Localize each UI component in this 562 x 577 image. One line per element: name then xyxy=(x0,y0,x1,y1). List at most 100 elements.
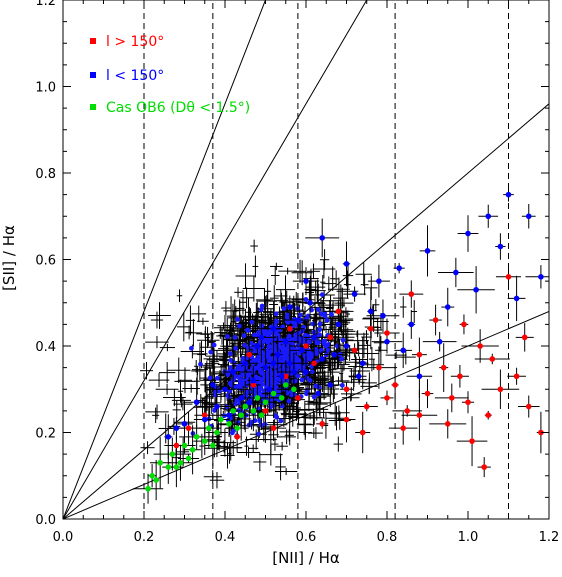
cloud-point xyxy=(256,330,262,336)
cloud-point xyxy=(329,312,334,317)
point-s2-p7 xyxy=(189,447,196,453)
cloud-point xyxy=(265,351,271,357)
cloud-point xyxy=(266,344,272,350)
point-s0-p1 xyxy=(327,334,334,341)
cloud-point xyxy=(274,319,279,324)
cloud-point xyxy=(323,343,329,349)
point-s1-p23 xyxy=(343,343,350,349)
ratio-line-2 xyxy=(63,103,549,519)
legend-marker-l-lt-150 xyxy=(90,72,96,78)
point-s1-p17 xyxy=(303,369,309,375)
point-s2-p5 xyxy=(177,459,184,466)
point-s1-p5 xyxy=(250,377,257,384)
point-s2-p17 xyxy=(250,408,257,414)
point-s0-p6 xyxy=(384,330,390,336)
point-s0-p22 xyxy=(295,395,301,401)
point-s0-p48 xyxy=(234,434,240,440)
cloud-point xyxy=(231,376,237,381)
point-s2-p4 xyxy=(169,451,176,457)
point-s0-p0 xyxy=(311,360,317,367)
point-s0-p37 xyxy=(449,395,455,401)
plot-area xyxy=(63,0,549,519)
point-s0-p45 xyxy=(185,425,192,431)
point-s2-p27 xyxy=(210,442,216,449)
point-s1-p59 xyxy=(436,338,443,345)
point-s1-p26 xyxy=(368,308,374,315)
cloud-point xyxy=(319,311,325,317)
cloud-point xyxy=(260,350,266,356)
point-s1-p7 xyxy=(262,364,269,371)
reference-lines xyxy=(63,0,549,519)
cloud-point xyxy=(293,322,299,328)
point-s2-p19 xyxy=(262,399,269,406)
cloud-point xyxy=(214,375,220,381)
point-s0-p33 xyxy=(270,425,277,431)
point-s1-p12 xyxy=(282,338,289,345)
point-s0-p29 xyxy=(469,438,475,444)
point-s1-p11 xyxy=(278,373,285,380)
cloud-point xyxy=(207,375,213,381)
point-s0-p7 xyxy=(392,382,398,388)
cloud-point xyxy=(225,372,231,378)
point-s2-p22 xyxy=(282,382,289,388)
cloud-point xyxy=(277,327,283,333)
point-s1-p13 xyxy=(287,360,293,367)
point-s1-p49 xyxy=(246,399,253,406)
cloud-point xyxy=(293,332,298,338)
point-s1-p6 xyxy=(254,343,261,349)
point-s0-p4 xyxy=(363,403,370,410)
point-s1-p38 xyxy=(513,295,520,302)
cloud-point xyxy=(311,394,317,400)
x-tick-label: 0.6 xyxy=(296,530,317,545)
point-s1-p21 xyxy=(327,382,334,388)
cloud-point xyxy=(306,339,312,345)
cloud-point xyxy=(289,337,295,343)
cloud-point xyxy=(325,347,331,353)
cloud-point xyxy=(305,313,311,319)
point-s1-p58 xyxy=(400,347,407,354)
point-s0-p39 xyxy=(521,334,528,341)
cloud-point xyxy=(249,319,255,325)
cloud-point xyxy=(198,361,203,367)
cloud-point xyxy=(268,378,274,384)
point-s1-p10 xyxy=(274,351,281,358)
cloud-point xyxy=(322,338,328,344)
y-tick-label: 1.0 xyxy=(35,81,56,96)
point-s2-p9 xyxy=(201,438,208,444)
legend-marker-l-gt-150 xyxy=(90,38,96,44)
point-s0-p41 xyxy=(343,416,350,423)
point-s2-p13 xyxy=(226,421,232,427)
legend-marker-cas-ob6 xyxy=(90,104,96,110)
point-s1-p24 xyxy=(351,291,358,297)
point-s1-p8 xyxy=(266,386,273,393)
density-cloud xyxy=(139,239,418,489)
point-s0-p49 xyxy=(246,351,253,358)
cloud-point xyxy=(262,331,268,337)
legend-label-l-gt-150: l > 150° xyxy=(106,34,164,50)
y-tick-label: 0.2 xyxy=(35,427,56,442)
cloud-point xyxy=(244,375,250,380)
point-s0-p5 xyxy=(376,364,382,371)
y-tick-label: 0.4 xyxy=(35,340,56,355)
cloud-point xyxy=(256,431,262,437)
point-s1-p28 xyxy=(384,338,390,345)
point-s1-p16 xyxy=(299,347,305,354)
cloud-point xyxy=(240,372,246,378)
cloud-point xyxy=(261,356,266,362)
point-s1-p19 xyxy=(311,334,317,341)
cloud-point xyxy=(324,317,330,323)
cloud-point xyxy=(255,357,260,363)
point-s0-p3 xyxy=(351,347,358,354)
cloud-point xyxy=(211,342,217,348)
cloud-point xyxy=(304,387,310,393)
point-s1-p39 xyxy=(416,373,423,380)
cloud-point xyxy=(274,381,280,387)
point-s0-p2 xyxy=(343,386,350,393)
point-s1-p63 xyxy=(165,434,172,440)
point-s1-p0 xyxy=(214,403,220,410)
cloud-point xyxy=(228,382,234,388)
point-s1-p51 xyxy=(270,360,277,367)
point-s0-p34 xyxy=(303,343,309,349)
point-s0-p36 xyxy=(400,425,407,431)
point-s1-p2 xyxy=(230,369,236,375)
